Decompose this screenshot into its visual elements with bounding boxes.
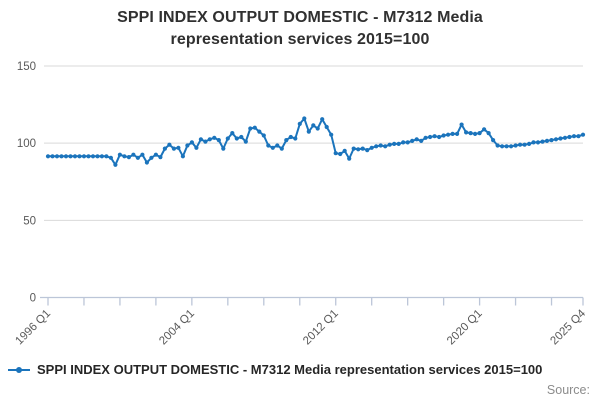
svg-text:1996 Q1: 1996 Q1 (13, 308, 53, 348)
chart-title-line-1: SPPI INDEX OUTPUT DOMESTIC - M7312 Media (117, 9, 483, 26)
y-tick-labels: 0 50 100 150 (17, 61, 36, 305)
svg-text:2020 Q1: 2020 Q1 (445, 308, 485, 348)
legend: SPPI INDEX OUTPUT DOMESTIC - M7312 Media… (8, 362, 596, 377)
svg-text:150: 150 (17, 61, 36, 73)
x-tick-labels: 1996 Q1 2004 Q1 2012 Q1 2020 Q1 2025 Q4 (13, 307, 588, 347)
y-gridlines (44, 65, 583, 221)
chart-title: SPPI INDEX OUTPUT DOMESTIC - M7312 Media… (0, 7, 600, 51)
svg-text:0: 0 (30, 293, 36, 305)
source-label: Source: (546, 383, 590, 397)
svg-text:2025 Q4: 2025 Q4 (548, 307, 588, 347)
series-points (45, 116, 586, 167)
svg-text:50: 50 (23, 215, 36, 227)
chart-title-line-2: representation services 2015=100 (170, 31, 430, 48)
svg-text:2004 Q1: 2004 Q1 (157, 308, 197, 348)
legend-label: SPPI INDEX OUTPUT DOMESTIC - M7312 Media… (37, 362, 543, 377)
x-tick-marks (47, 297, 584, 306)
legend-line-dot-icon (8, 365, 30, 375)
svg-text:2012 Q1: 2012 Q1 (301, 308, 341, 348)
svg-text:100: 100 (17, 138, 36, 150)
